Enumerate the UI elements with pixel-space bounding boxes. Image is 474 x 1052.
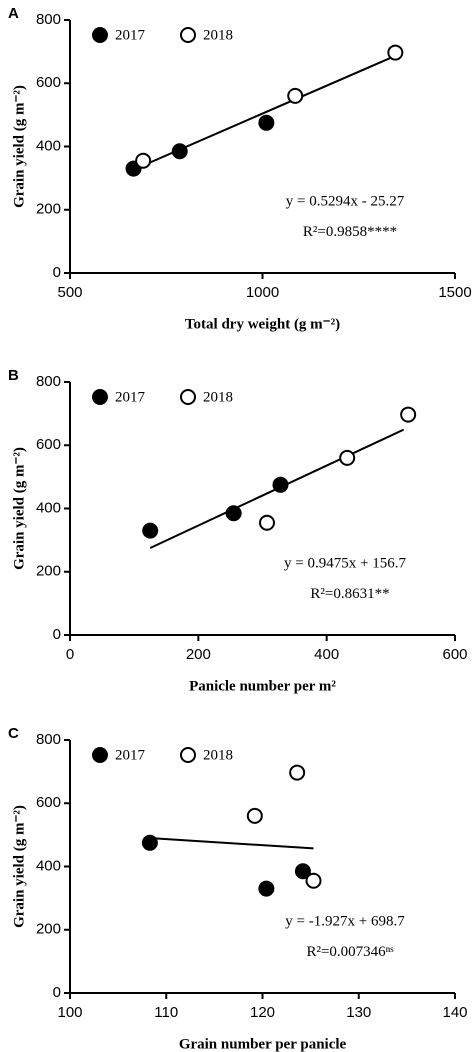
x-tick-label: 0 xyxy=(66,646,74,663)
y-axis-title: Grain yield (g m⁻²) xyxy=(11,447,27,570)
y-tick-label: 0 xyxy=(53,264,61,281)
x-tick-label: 1500 xyxy=(438,284,471,301)
point xyxy=(294,863,311,880)
x-axis-title: Total dry weight (g m⁻²) xyxy=(185,316,340,332)
y-tick-label: 800 xyxy=(36,731,61,748)
legend-marker xyxy=(92,389,108,405)
y-tick-label: 400 xyxy=(36,137,61,154)
x-tick-label: 400 xyxy=(314,646,339,663)
r-squared: R²=0.007346ⁿˢ xyxy=(306,944,393,960)
legend-marker xyxy=(180,747,196,763)
fit-line xyxy=(131,54,398,172)
point xyxy=(258,514,275,531)
point xyxy=(258,114,275,131)
point xyxy=(400,406,417,423)
legend-label: 2018 xyxy=(203,747,233,763)
y-tick-label: 600 xyxy=(36,436,61,453)
y-tick-label: 0 xyxy=(53,626,61,643)
point xyxy=(141,834,158,851)
y-tick-label: 600 xyxy=(36,794,61,811)
y-tick-label: 800 xyxy=(36,373,61,390)
panel-label: B xyxy=(8,367,19,384)
point xyxy=(171,143,188,160)
legend-label: 2018 xyxy=(203,27,233,43)
y-tick-label: 200 xyxy=(36,563,61,580)
point xyxy=(287,87,304,104)
legend-label: 2017 xyxy=(115,389,146,405)
point xyxy=(305,872,322,889)
equation: y = 0.5294x - 25.27 xyxy=(286,194,405,210)
x-axis-title: Panicle number per m² xyxy=(189,678,336,694)
x-tick-label: 500 xyxy=(57,284,82,301)
y-axis-title: Grain yield (g m⁻²) xyxy=(11,805,27,928)
r-squared: R²=0.9858**** xyxy=(303,224,397,240)
point xyxy=(258,880,275,897)
y-tick-label: 600 xyxy=(36,74,61,91)
y-tick-label: 800 xyxy=(36,11,61,28)
legend-label: 2017 xyxy=(115,747,146,763)
x-tick-label: 100 xyxy=(57,1004,82,1021)
point xyxy=(135,152,152,169)
equation: y = -1.927x + 698.7 xyxy=(285,914,405,930)
y-tick-label: 400 xyxy=(36,857,61,874)
equation: y = 0.9475x + 156.7 xyxy=(284,556,406,572)
x-tick-label: 1000 xyxy=(246,284,279,301)
panel-label: A xyxy=(8,5,19,22)
legend-marker xyxy=(92,747,108,763)
y-tick-label: 0 xyxy=(53,984,61,1001)
x-axis-title: Grain number per panicle xyxy=(179,1036,347,1052)
legend-marker xyxy=(180,27,196,43)
x-tick-label: 120 xyxy=(250,1004,275,1021)
x-tick-label: 140 xyxy=(442,1004,467,1021)
panel-label: C xyxy=(8,725,19,742)
x-tick-label: 110 xyxy=(154,1004,178,1021)
r-squared: R²=0.8631** xyxy=(310,586,389,602)
y-tick-label: 400 xyxy=(36,499,61,516)
legend-label: 2017 xyxy=(115,27,146,43)
point xyxy=(246,807,263,824)
x-tick-label: 600 xyxy=(442,646,467,663)
y-axis-title: Grain yield (g m⁻²) xyxy=(11,85,27,208)
point xyxy=(387,44,404,61)
y-tick-label: 200 xyxy=(36,201,61,218)
legend-marker xyxy=(92,27,108,43)
point xyxy=(225,505,242,522)
legend-label: 2018 xyxy=(203,389,233,405)
point xyxy=(289,764,306,781)
x-tick-label: 200 xyxy=(186,646,211,663)
y-tick-label: 200 xyxy=(36,921,61,938)
x-tick-label: 130 xyxy=(346,1004,371,1021)
legend-marker xyxy=(180,389,196,405)
point xyxy=(272,476,289,493)
fit-line xyxy=(146,836,314,850)
point xyxy=(142,522,159,539)
point xyxy=(339,449,356,466)
